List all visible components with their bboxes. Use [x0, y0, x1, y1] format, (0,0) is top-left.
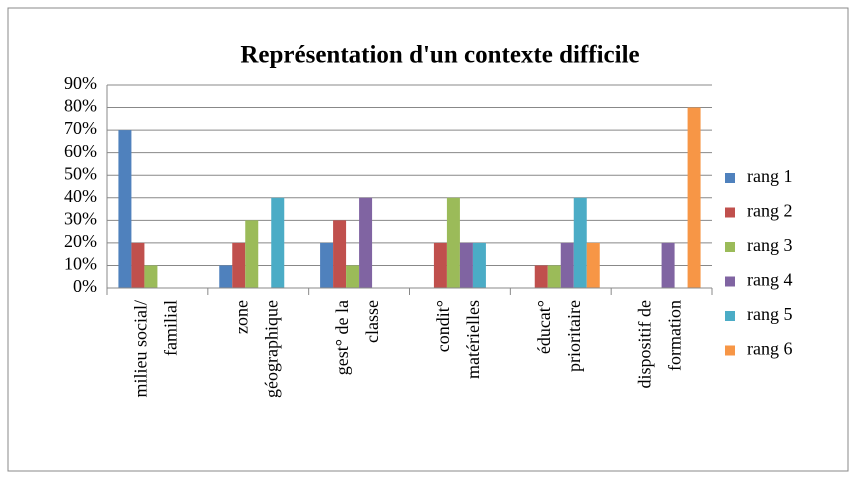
- bar: [573, 197, 587, 288]
- bar: [320, 242, 334, 288]
- y-tick-label: 10%: [64, 254, 97, 274]
- x-tick-label: condit°: [433, 300, 453, 352]
- x-tick-label: formation: [665, 300, 685, 371]
- x-tick-label: dispositif de: [635, 300, 655, 389]
- bar: [144, 265, 158, 288]
- x-tick-label: éducat°: [534, 300, 554, 354]
- y-tick-label: 70%: [64, 118, 97, 138]
- legend-label: rang 4: [747, 270, 792, 290]
- chart-title: Représentation d'un contexte difficile: [240, 42, 639, 69]
- legend-swatch: [725, 207, 735, 218]
- bar: [131, 242, 145, 288]
- bar: [359, 197, 373, 288]
- legend-label: rang 1: [747, 166, 792, 186]
- bar: [586, 242, 600, 288]
- bar: [446, 197, 460, 288]
- legend-swatch: [725, 345, 735, 356]
- bar: [333, 220, 347, 288]
- legend-label: rang 2: [747, 201, 792, 221]
- y-tick-label: 80%: [64, 96, 97, 116]
- x-tick-label: gest° de la: [332, 300, 352, 375]
- bar: [433, 242, 447, 288]
- y-tick-label: 90%: [64, 73, 97, 93]
- legend-swatch: [725, 276, 735, 287]
- bar: [547, 265, 561, 288]
- legend-label: rang 3: [747, 235, 792, 255]
- y-tick-label: 20%: [64, 231, 97, 251]
- y-tick-label: 60%: [64, 141, 97, 161]
- bar: [271, 197, 285, 288]
- bar: [534, 265, 548, 288]
- chart-frame: [7, 7, 849, 472]
- bar: [661, 242, 675, 288]
- legend-label: rang 6: [747, 339, 792, 359]
- legend-label: rang 5: [747, 304, 792, 324]
- x-tick-label: matérielles: [463, 300, 483, 379]
- legend-swatch: [725, 311, 735, 321]
- bar: [245, 220, 259, 288]
- bar: [232, 242, 246, 288]
- x-tick-label: milieu social/: [131, 300, 151, 397]
- bar: [118, 130, 132, 288]
- x-tick-label: familial: [161, 300, 181, 356]
- y-tick-label: 30%: [64, 208, 97, 228]
- legend-swatch: [725, 242, 735, 252]
- bar: [459, 242, 473, 288]
- bar: [687, 107, 701, 288]
- y-tick-label: 50%: [64, 163, 97, 183]
- bar: [560, 242, 574, 288]
- legend-swatch: [725, 173, 735, 183]
- y-tick-label: 0%: [73, 276, 97, 296]
- bar: [346, 265, 360, 288]
- x-tick-label: classe: [362, 300, 382, 343]
- x-tick-label: prioritaire: [564, 300, 584, 372]
- bar: [472, 242, 486, 288]
- x-tick-label: géographique: [261, 300, 281, 398]
- y-tick-label: 40%: [64, 186, 97, 206]
- x-tick-label: zone: [231, 300, 251, 334]
- bar: [219, 265, 233, 288]
